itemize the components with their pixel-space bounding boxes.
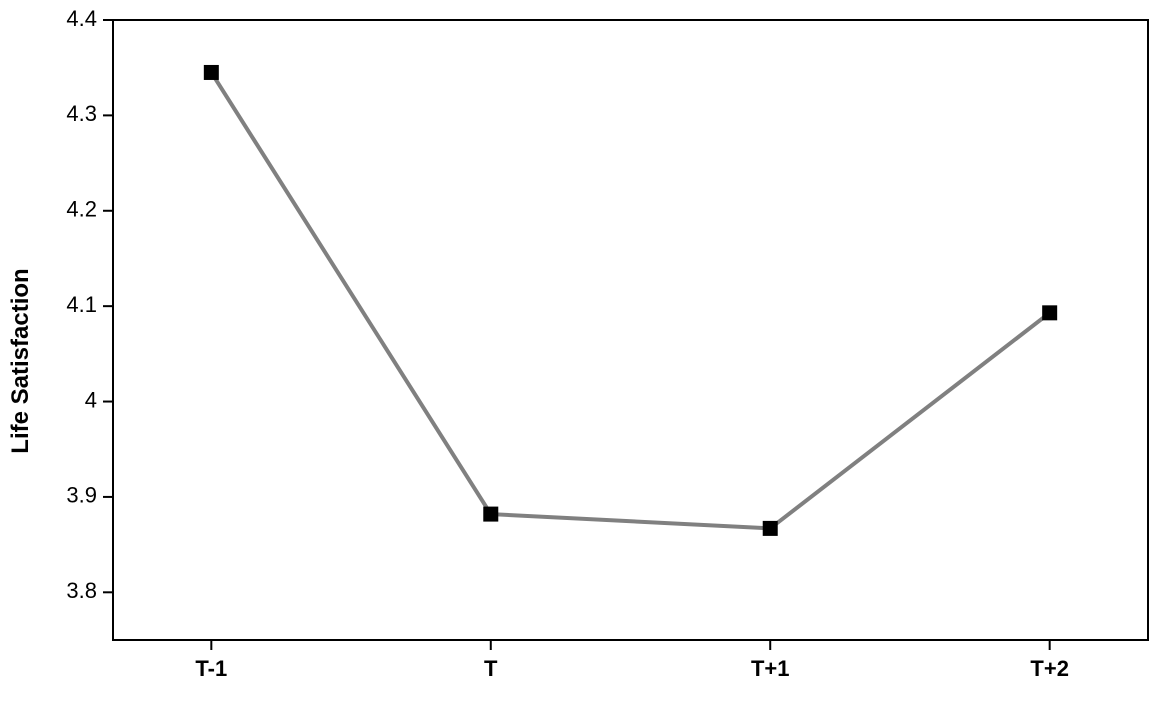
y-tick-label: 4.3 [66, 101, 97, 126]
y-tick-label: 4.2 [66, 197, 97, 222]
data-marker [484, 507, 498, 521]
x-tick-label: T+2 [1030, 656, 1069, 681]
data-marker [1043, 306, 1057, 320]
y-tick-label: 3.8 [66, 578, 97, 603]
y-tick-label: 3.9 [66, 483, 97, 508]
x-tick-label: T+1 [751, 656, 790, 681]
x-tick-label: T-1 [195, 656, 227, 681]
y-tick-label: 4.4 [66, 6, 97, 31]
x-tick-label: T [484, 656, 498, 681]
data-marker [763, 521, 777, 535]
data-marker [204, 65, 218, 79]
y-tick-label: 4.1 [66, 292, 97, 317]
y-axis-title: Life Satisfaction [7, 268, 34, 453]
line-chart: 3.8 3.9 4 4.1 4.2 4.3 4.4 T-1 T T+1 T+2 Life Satisf… [0, 0, 1168, 708]
y-tick-label: 4 [85, 387, 97, 412]
